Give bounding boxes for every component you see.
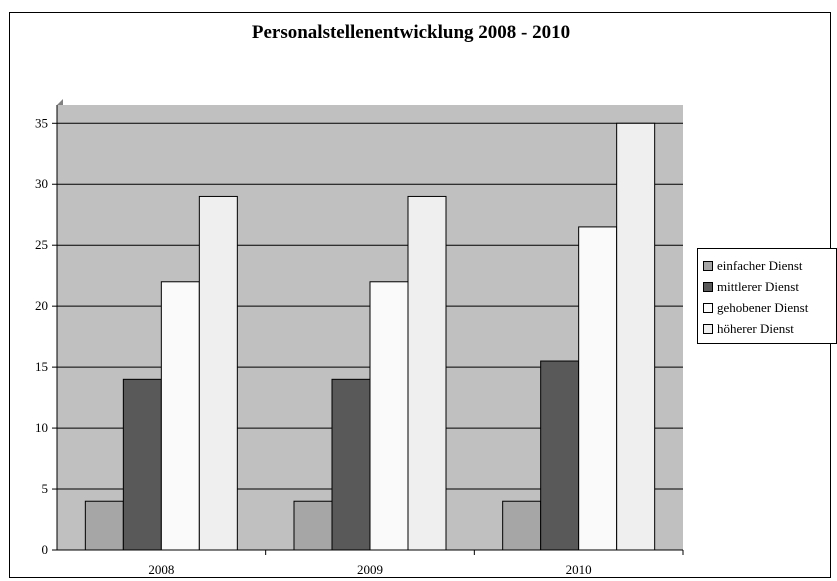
bar: [160, 281, 200, 551]
legend-swatch: [703, 260, 713, 271]
bar: [502, 500, 542, 551]
bar: [578, 226, 618, 551]
legend: einfacher Dienst mittlerer Dienst gehobe…: [697, 248, 837, 344]
bar: [84, 500, 124, 551]
legend-label: einfacher Dienst: [717, 257, 803, 273]
bar: [122, 378, 162, 551]
y-tick-label: 25: [35, 237, 48, 252]
legend-item-mittlerer: mittlerer Dienst: [703, 276, 836, 297]
bar: [616, 122, 656, 551]
legend-label: mittlerer Dienst: [717, 278, 799, 294]
y-tick-label: 35: [35, 115, 48, 130]
legend-swatch: [703, 281, 713, 292]
legend-label: gehobener Dienst: [717, 299, 809, 315]
y-tick-label: 5: [42, 481, 49, 496]
bar: [293, 500, 333, 551]
x-tick-label: 2009: [357, 562, 383, 577]
legend-swatch: [703, 302, 713, 313]
legend-item-hoeherer: höherer Dienst: [703, 318, 836, 339]
bar: [540, 360, 580, 551]
bar: [331, 378, 371, 551]
legend-label: höherer Dienst: [717, 320, 794, 336]
y-tick-label: 0: [42, 542, 49, 557]
legend-item-gehobener: gehobener Dienst: [703, 297, 836, 318]
legend-item-einfacher: einfacher Dienst: [703, 255, 836, 276]
x-tick-label: 2010: [566, 562, 592, 577]
x-tick-label: 2008: [148, 562, 174, 577]
y-tick-label: 20: [35, 298, 48, 313]
bar: [198, 195, 238, 551]
y-tick-label: 15: [35, 359, 48, 374]
bar: [407, 195, 447, 551]
chart-title: Personalstellenentwicklung 2008 - 2010: [251, 22, 571, 43]
bar: [369, 281, 409, 551]
y-tick-label: 10: [35, 420, 48, 435]
legend-swatch: [703, 323, 713, 334]
y-tick-label: 30: [35, 176, 48, 191]
